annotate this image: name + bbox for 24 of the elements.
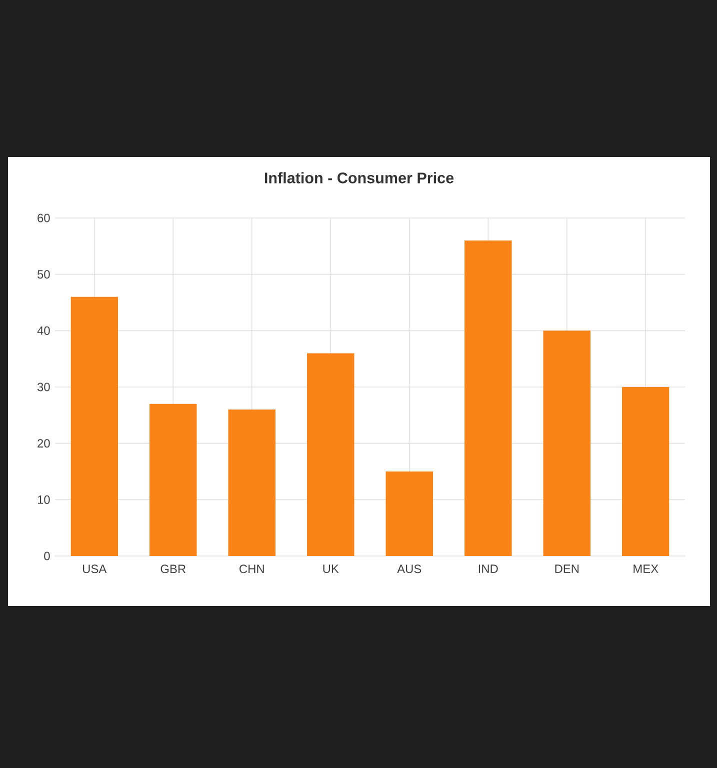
bar	[622, 387, 670, 556]
y-tick-label: 20	[38, 439, 50, 448]
y-tick-label: 50	[37, 270, 50, 279]
chart-title: Inflation - Consumer Price	[264, 172, 454, 184]
x-tick-label: DEN	[555, 564, 579, 573]
x-tick-label: GBR	[160, 564, 186, 574]
y-tick-label: 30	[37, 382, 50, 392]
x-tick-label: MEX	[634, 564, 658, 573]
x-tick-label: USA	[83, 564, 107, 574]
bar	[543, 330, 591, 556]
bar	[464, 240, 512, 556]
x-tick-label: UK	[323, 564, 339, 574]
bar	[386, 472, 434, 556]
bar	[150, 404, 197, 556]
x-tick-label: CHN	[240, 564, 264, 574]
x-tick-label: IND	[478, 564, 498, 573]
bar	[228, 410, 276, 556]
x-tick-label: AUS	[397, 564, 422, 574]
bar	[307, 353, 354, 556]
y-tick-label: 10	[38, 495, 50, 504]
y-tick-label: 60	[38, 214, 50, 222]
bar	[70, 296, 118, 556]
y-tick-label: 0	[44, 552, 50, 560]
y-tick-label: 40	[37, 326, 50, 335]
